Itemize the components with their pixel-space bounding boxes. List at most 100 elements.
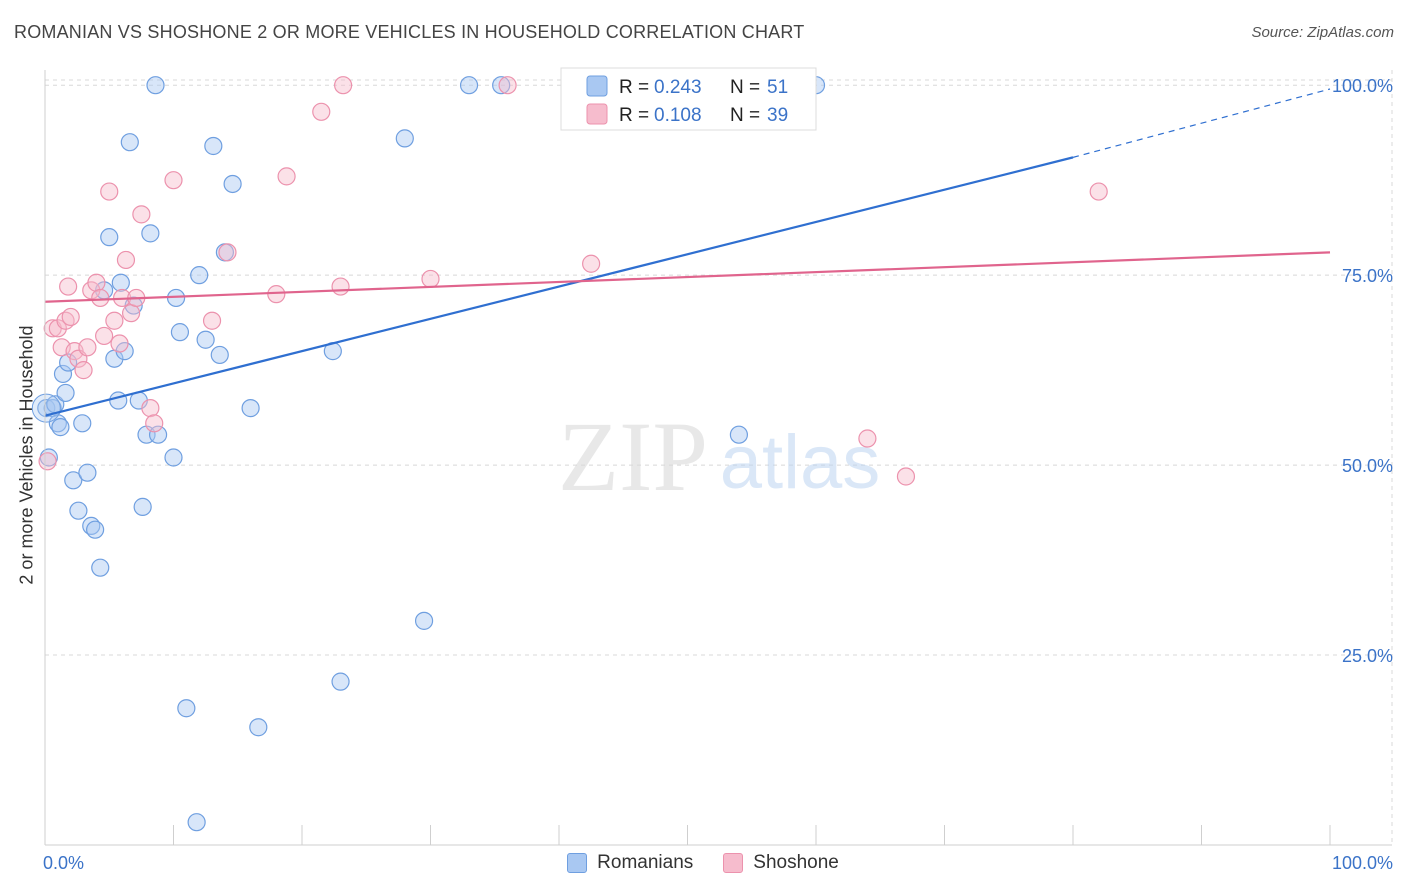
x-tick-label: 100.0% xyxy=(1332,853,1393,873)
romanians-point xyxy=(459,76,479,95)
shoshone-point xyxy=(1089,182,1108,201)
watermark-zip: ZIP xyxy=(558,401,708,512)
legend-swatch-shoshone xyxy=(586,103,608,125)
romanians-point xyxy=(109,391,128,410)
shoshone-point xyxy=(74,361,93,380)
watermark-atlas: atlas xyxy=(720,420,881,505)
romanians-point xyxy=(56,383,75,403)
legend-swatch-romanians xyxy=(586,75,608,97)
grid-layer xyxy=(45,70,1393,845)
y-tick-label: 100.0% xyxy=(1332,76,1393,96)
shoshone-point xyxy=(132,205,151,224)
axis-layer: 25.0% 50.0% 75.0% 100.0% 0.0% 100.0% xyxy=(43,70,1393,873)
chart-title: ROMANIAN VS SHOSHONE 2 OR MORE VEHICLES … xyxy=(14,22,805,42)
shoshone-point xyxy=(59,277,78,296)
shoshone-point xyxy=(498,76,517,95)
romanians-point xyxy=(69,501,88,520)
bottom-legend: Romanians Shoshone xyxy=(0,852,1406,874)
legend-n-value: 39 xyxy=(767,105,788,126)
romanians-point xyxy=(223,174,242,194)
shoshone-point xyxy=(202,311,222,330)
romanians-point xyxy=(146,76,165,95)
shoshone-point xyxy=(218,243,237,262)
shoshone-point xyxy=(78,338,97,357)
romanians-point xyxy=(414,611,434,630)
romanians-point xyxy=(31,393,61,423)
shoshone-point xyxy=(95,326,114,346)
romanians-point xyxy=(91,558,110,577)
trend-layer xyxy=(44,88,1331,417)
shoshone-point xyxy=(312,102,331,121)
romanians-point xyxy=(86,520,105,539)
legend-r-value: 0.108 xyxy=(654,105,702,126)
romanians-point xyxy=(249,718,268,737)
bottom-legend-shoshone: Shoshone xyxy=(723,852,839,874)
legend-n-label: N = xyxy=(730,77,760,98)
romanians-trendline-extension xyxy=(1072,88,1331,158)
legend-r-label: R = xyxy=(619,105,649,126)
watermark: ZIP atlas xyxy=(558,401,880,512)
shoshone-point xyxy=(91,288,110,308)
source-label: Source: ZipAtlas.com xyxy=(1251,24,1394,41)
shoshone-point xyxy=(421,269,440,289)
romanians-point xyxy=(59,353,78,372)
romanians-point xyxy=(37,399,56,418)
shoshone-point xyxy=(116,250,136,270)
y-tick-label: 50.0% xyxy=(1342,456,1393,476)
legend-r-label: R = xyxy=(619,77,649,98)
romanians-point xyxy=(73,414,92,433)
romanians-point xyxy=(177,699,196,718)
romanians-point xyxy=(78,463,97,482)
shoshone-point xyxy=(105,311,124,330)
romanians-point xyxy=(53,364,73,384)
romanians-swatch xyxy=(567,853,588,873)
shoshone-label: Shoshone xyxy=(753,852,839,873)
romanians-point xyxy=(204,136,223,156)
shoshone-point xyxy=(164,171,183,190)
y-tick-label: 75.0% xyxy=(1342,266,1393,286)
bottom-legend-romanians: Romanians xyxy=(567,852,693,874)
shoshone-point xyxy=(38,452,57,471)
shoshone-point xyxy=(858,429,877,448)
shoshone-point xyxy=(145,414,164,433)
shoshone-trendline xyxy=(44,251,1331,303)
legend-r-value: 0.243 xyxy=(654,77,702,98)
romanians-point xyxy=(141,224,160,243)
legend-n-label: N = xyxy=(730,105,760,126)
shoshone-point xyxy=(48,319,67,338)
shoshone-point xyxy=(582,254,601,273)
romanians-point xyxy=(729,425,749,444)
romanians-label: Romanians xyxy=(597,852,694,873)
romanians-point xyxy=(164,448,183,467)
shoshone-point xyxy=(110,334,129,353)
romanians-point xyxy=(187,813,206,832)
shoshone-point xyxy=(121,304,141,323)
top-legend: R = 0.243 N = 51 R = 0.108 N = 39 xyxy=(560,67,817,131)
points-layer xyxy=(31,76,1108,832)
romanians-point xyxy=(395,129,414,148)
romanians-point xyxy=(148,425,168,444)
romanians-point xyxy=(120,133,139,152)
y-tick-label: 25.0% xyxy=(1342,646,1393,666)
romanians-point xyxy=(492,76,511,95)
shoshone-point xyxy=(61,307,80,327)
romanians-point xyxy=(241,399,260,418)
romanians-point xyxy=(133,497,152,516)
romanians-trendline xyxy=(44,156,1074,417)
shoshone-point xyxy=(896,467,916,486)
romanians-point xyxy=(190,266,209,285)
shoshone-point xyxy=(277,167,296,186)
romanians-point xyxy=(170,323,190,342)
x-tick-label: 0.0% xyxy=(43,853,84,873)
romanians-point xyxy=(331,672,350,691)
shoshone-point xyxy=(87,273,106,292)
romanians-point xyxy=(64,471,83,490)
shoshone-point xyxy=(334,76,353,95)
shoshone-point xyxy=(100,182,119,201)
romanians-point xyxy=(196,330,215,349)
legend-n-value: 51 xyxy=(767,77,788,98)
romanians-point xyxy=(100,228,119,247)
romanians-point xyxy=(111,273,130,292)
romanians-point xyxy=(51,418,70,437)
